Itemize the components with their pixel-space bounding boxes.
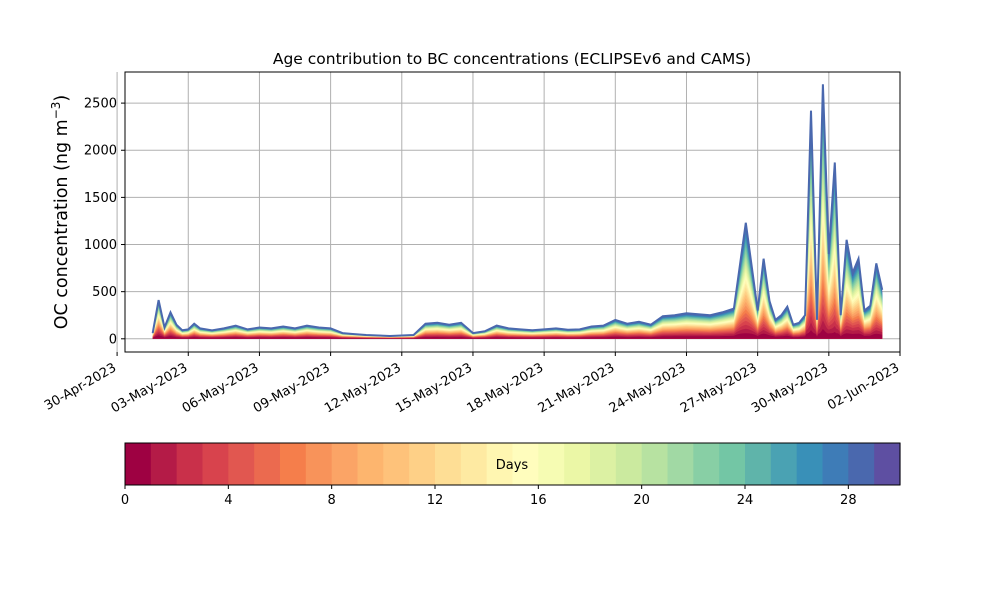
x-tick-label: 09-May-2023 bbox=[251, 360, 333, 416]
y-tick-label: 2500 bbox=[84, 97, 117, 112]
colorbar-swatch bbox=[305, 443, 333, 485]
colorbar-swatch bbox=[357, 443, 384, 485]
x-axis: 30-Apr-202303-May-202306-May-202309-May-… bbox=[42, 352, 902, 416]
y-tick-label: 1500 bbox=[84, 191, 117, 206]
colorbar-swatch bbox=[796, 443, 824, 485]
colorbar-swatch bbox=[435, 443, 462, 485]
colorbar-swatch bbox=[254, 443, 281, 485]
age-band-layer bbox=[152, 120, 883, 339]
colorbar-swatch bbox=[486, 443, 514, 485]
colorbar-swatch bbox=[770, 443, 798, 485]
colorbar-tick-label: 8 bbox=[328, 493, 336, 508]
age-band-layer bbox=[152, 102, 883, 339]
colorbar-tick-label: 24 bbox=[737, 493, 754, 508]
colorbar-swatch bbox=[150, 443, 178, 485]
x-tick-label: 27-May-2023 bbox=[678, 360, 760, 416]
colorbar-tick-label: 20 bbox=[633, 493, 650, 508]
grid bbox=[116, 72, 901, 352]
plot-frame bbox=[124, 71, 901, 353]
x-tick-label: 03-May-2023 bbox=[109, 360, 191, 416]
age-band-layer bbox=[152, 111, 883, 339]
chart-title: Age contribution to BC concentrations (E… bbox=[273, 50, 751, 68]
colorbar-swatch bbox=[693, 443, 720, 485]
colorbar-swatch bbox=[874, 443, 901, 485]
colorbar: Days 0 4 8 12 16 20 24 28 bbox=[121, 442, 901, 508]
colorbar-ticks: 0 4 8 12 16 20 24 28 bbox=[121, 485, 857, 508]
colorbar-tick-label: 28 bbox=[840, 493, 857, 508]
colorbar-swatch bbox=[176, 443, 204, 485]
colorbar-swatch bbox=[228, 443, 255, 485]
age-band-layer bbox=[152, 129, 883, 339]
colorbar-swatch bbox=[564, 443, 591, 485]
x-tick-label: 15-May-2023 bbox=[393, 360, 475, 416]
colorbar-swatch bbox=[125, 443, 152, 485]
colorbar-swatch bbox=[383, 443, 410, 485]
x-tick-label: 02-Jun-2023 bbox=[825, 360, 902, 413]
y-tick-label: 0 bbox=[109, 332, 117, 347]
x-tick-label: 06-May-2023 bbox=[180, 360, 262, 416]
colorbar-swatch bbox=[848, 443, 875, 485]
colorbar-swatch bbox=[512, 443, 539, 485]
colorbar-swatch bbox=[280, 443, 307, 485]
x-tick-label: 30-May-2023 bbox=[749, 360, 831, 416]
colorbar-swatch bbox=[667, 443, 694, 485]
x-tick-label: 12-May-2023 bbox=[322, 360, 404, 416]
age-band-layer bbox=[152, 93, 883, 339]
age-stack-layers bbox=[152, 84, 883, 339]
colorbar-swatch bbox=[331, 443, 359, 485]
y-tick-label: 1000 bbox=[84, 238, 117, 253]
colorbar-tick-label: 0 bbox=[121, 493, 129, 508]
colorbar-swatch bbox=[822, 443, 849, 485]
age-band-layer bbox=[152, 329, 883, 339]
colorbar-swatch bbox=[590, 443, 617, 485]
x-tick-label: 24-May-2023 bbox=[607, 360, 689, 416]
y-axis: 0 500 1000 1500 2000 2500 bbox=[84, 97, 125, 347]
colorbar-label: Days bbox=[496, 458, 529, 473]
colorbar-frame bbox=[124, 442, 901, 486]
colorbar-swatches bbox=[125, 443, 901, 485]
colorbar-swatch bbox=[538, 443, 565, 485]
colorbar-swatch bbox=[409, 443, 436, 485]
colorbar-tick-label: 16 bbox=[530, 493, 547, 508]
colorbar-swatch bbox=[745, 443, 772, 485]
colorbar-swatch bbox=[615, 443, 643, 485]
colorbar-swatch bbox=[641, 443, 669, 485]
y-axis-title: OC concentration (ng m−3) bbox=[49, 95, 72, 330]
age-band-layer bbox=[152, 84, 883, 339]
y-tick-label: 500 bbox=[92, 285, 117, 300]
x-tick-label: 18-May-2023 bbox=[464, 360, 546, 416]
y-tick-label: 2000 bbox=[84, 144, 117, 159]
colorbar-swatch bbox=[202, 443, 229, 485]
colorbar-tick-label: 4 bbox=[224, 493, 232, 508]
x-tick-label: 21-May-2023 bbox=[536, 360, 618, 416]
plot-area: 0 500 1000 1500 2000 2500 30-Apr-202303-May-2… bbox=[42, 71, 902, 416]
colorbar-swatch bbox=[460, 443, 488, 485]
colorbar-tick-label: 12 bbox=[427, 493, 444, 508]
total-concentration-line bbox=[151, 84, 884, 338]
colorbar-swatch bbox=[719, 443, 746, 485]
x-tick-label: 30-Apr-2023 bbox=[42, 360, 119, 413]
